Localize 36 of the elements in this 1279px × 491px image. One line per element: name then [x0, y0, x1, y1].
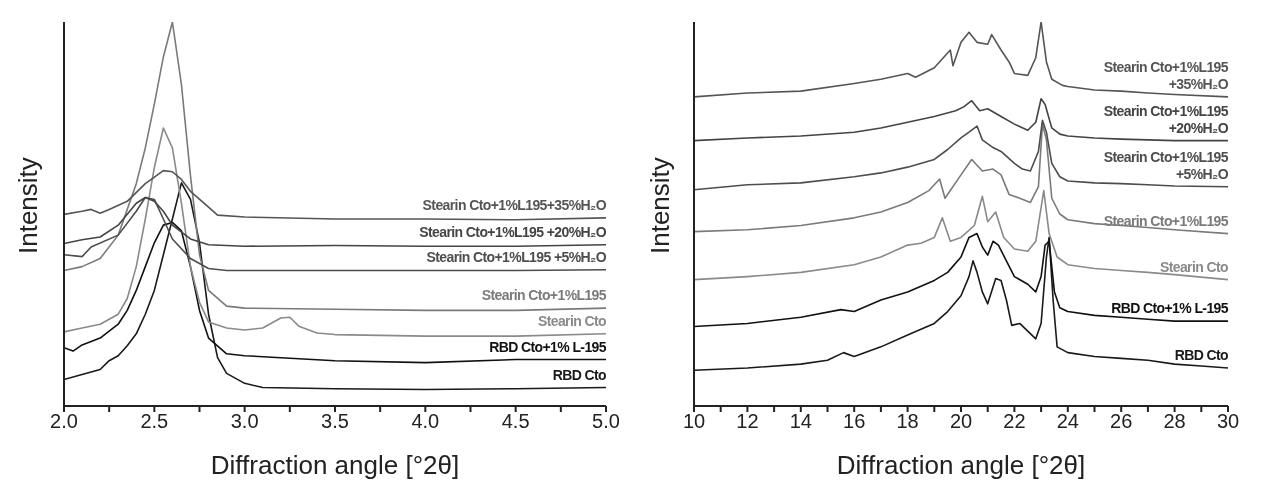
- x-tick-label: 4.0: [411, 410, 440, 433]
- series-label: Stearin Cto+1%L195: [481, 287, 607, 304]
- x-tick-label: 24: [1056, 410, 1079, 433]
- series-label: Stearin Cto+1%L195 +20%H₂O: [1103, 102, 1229, 136]
- x-tick-label: 20: [949, 410, 973, 433]
- x-tick-label: 2.5: [140, 410, 169, 433]
- x-tick-label: 22: [1003, 410, 1026, 433]
- series-label: Stearin Cto+1%L195 +5%H₂O: [426, 248, 607, 265]
- x-tick-label: 18: [896, 410, 919, 433]
- x-tick-label: 30: [1216, 410, 1240, 433]
- series-label: RBD Cto: [552, 366, 607, 383]
- series-label: Stearin Cto+1%L195: [1103, 212, 1229, 229]
- series-label: Stearin Cto+1%L195 +35%H₂O: [1103, 58, 1229, 92]
- x-tick-label: 28: [1163, 410, 1186, 433]
- series-label: Stearin Cto: [1159, 258, 1229, 275]
- series-label: RBD Cto+1% L-195: [489, 338, 607, 355]
- series-label: Stearin Cto: [537, 312, 607, 329]
- series-label: RBD Cto+1% L-195: [1111, 300, 1229, 317]
- y-axis-title: Intensity: [13, 157, 44, 254]
- x-axis-title: Diffraction angle [°2θ]: [210, 450, 460, 480]
- series-label: Stearin Cto+1%L195 +5%H₂O: [1103, 148, 1229, 182]
- series-label: RBD Cto: [1174, 346, 1229, 363]
- series-label: Stearin Cto+1%L195 +20%H₂O: [419, 223, 607, 240]
- x-tick-label: 4.5: [501, 410, 530, 433]
- x-tick-label: 16: [843, 410, 866, 433]
- x-tick-label: 5.0: [592, 410, 620, 433]
- series-label: Stearin Cto+1%L195+35%H₂O: [422, 196, 607, 213]
- x-tick-label: 3.0: [230, 410, 259, 433]
- x-tick-label: 12: [736, 410, 759, 433]
- x-tick-label: 10: [682, 410, 706, 433]
- x-tick-label: 14: [789, 410, 812, 433]
- x-axis-title: Diffraction angle [°2θ]: [836, 450, 1086, 480]
- x-tick-label: 26: [1110, 410, 1133, 433]
- x-tick-label: 3.5: [321, 410, 349, 433]
- x-tick-label: 2.0: [50, 410, 78, 433]
- y-axis-title: Intensity: [645, 157, 676, 254]
